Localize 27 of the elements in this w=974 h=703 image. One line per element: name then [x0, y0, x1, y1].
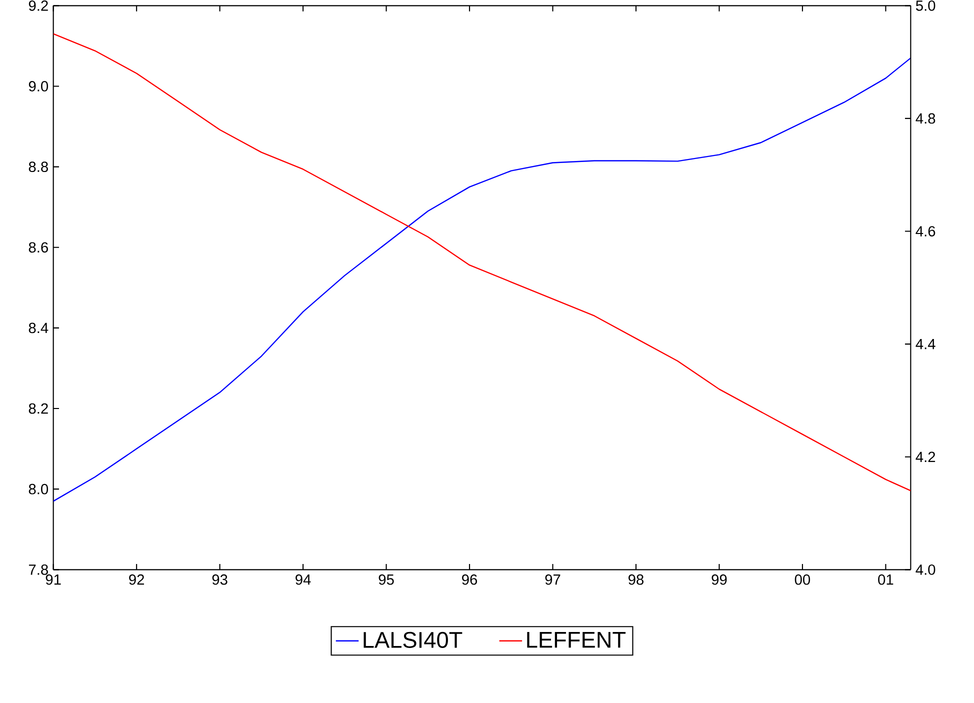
x-tick-label: 92	[129, 574, 144, 585]
legend-label: LALSI40T	[364, 632, 462, 648]
x-tick-label: 00	[794, 574, 810, 585]
y-tick-label: 7.8	[28, 564, 48, 575]
y2-tick-label: 4.0	[916, 564, 936, 575]
y2-tick-label: 4.8	[916, 113, 936, 124]
x-tick-label: 93	[212, 574, 228, 585]
y-tick-label: 9.2	[28, 0, 48, 11]
x-tick-label: 95	[378, 574, 394, 585]
y2-tick-label: 4.4	[916, 339, 936, 350]
y-tick-label: 8.8	[28, 162, 48, 172]
x-tick-label: 91	[46, 574, 61, 585]
y2-tick-label: 4.2	[916, 452, 936, 462]
y2-tick-label: 5.0	[916, 0, 936, 11]
y-tick-label: 8.6	[28, 242, 48, 253]
y-tick-label: 8.0	[28, 484, 48, 494]
x-tick-label: 97	[545, 574, 560, 585]
y-tick-label: 8.2	[28, 403, 48, 414]
y-tick-label: 9.0	[28, 81, 48, 92]
x-tick-label: 96	[462, 574, 478, 585]
x-tick-label: 94	[296, 574, 311, 585]
y2-tick-label: 4.6	[916, 226, 936, 236]
x-tick-label: 01	[878, 574, 894, 585]
y-tick-label: 8.4	[28, 322, 48, 334]
legend-label: LEFFENT	[527, 632, 626, 648]
x-tick-label: 98	[628, 574, 644, 585]
x-tick-label: 99	[712, 574, 727, 585]
